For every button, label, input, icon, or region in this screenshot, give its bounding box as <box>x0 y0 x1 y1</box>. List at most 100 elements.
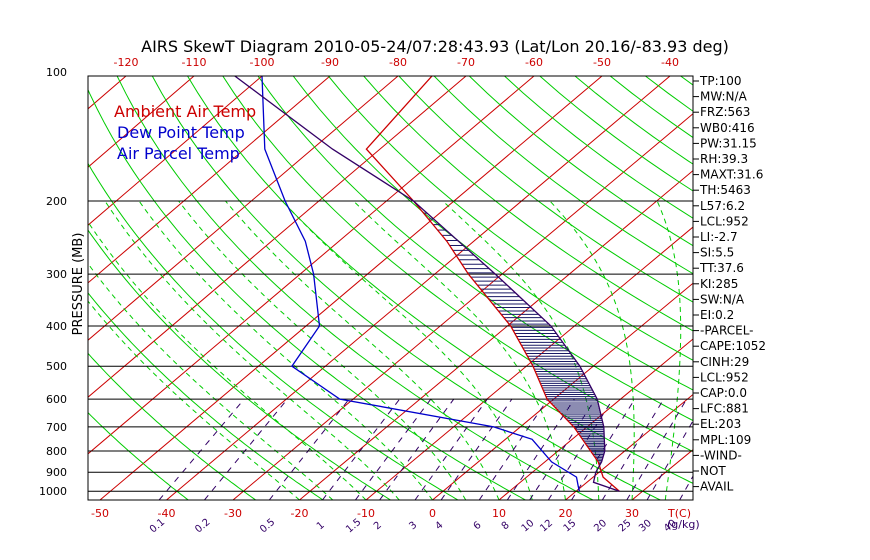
y-tick-label: 600 <box>46 393 67 406</box>
isotherm-line <box>99 76 603 500</box>
isotherm-line <box>765 76 870 500</box>
moist-adiabat-line <box>104 200 400 500</box>
mixing-ratio-line <box>204 398 288 500</box>
dry-adiabat-line <box>328 76 693 361</box>
x-axis-unit-label: T(C) <box>667 507 691 520</box>
mixing-ratio-line <box>354 398 432 500</box>
index-label: LI:-2.7 <box>700 230 738 244</box>
index-label: MPL:109 <box>700 433 751 447</box>
mixing-ratio-tick-label: 8 <box>500 520 512 533</box>
mixing-ratio-tick-label: 25 <box>617 518 634 535</box>
dry-adiabat-line <box>857 76 870 500</box>
index-label: SW:N/A <box>700 292 745 306</box>
ambient-temp-profile <box>365 76 620 492</box>
dry-adiabat-line <box>645 76 693 112</box>
index-label: RH:39.3 <box>700 152 748 166</box>
index-label: -WIND- <box>700 448 742 462</box>
isotherm-line <box>88 76 263 226</box>
moist-adiabat-line <box>178 200 467 500</box>
legend-air-parcel-temp: Air Parcel Temp <box>117 144 240 163</box>
top-temp-tick-label: -50 <box>593 56 611 69</box>
dry-adiabat-line <box>222 76 693 453</box>
y-axis-label: PRESSURE (MB) <box>71 233 86 336</box>
top-temp-tick-label: -70 <box>457 56 475 69</box>
mixing-ratio-tick-label: 15 <box>562 518 579 535</box>
moist-adiabat-line <box>138 200 433 500</box>
index-label: CAP:0.0 <box>700 386 747 400</box>
dry-adiabat-line <box>822 76 870 500</box>
dry-adiabat-line <box>88 411 189 500</box>
index-label: MAXT:31.6 <box>700 168 763 182</box>
index-label: EI:0.2 <box>700 308 734 322</box>
dry-adiabat-line <box>786 76 870 500</box>
isotherm-line <box>565 393 693 500</box>
bottom-temp-tick-label: -30 <box>224 507 242 520</box>
bottom-temp-tick-label: -50 <box>91 507 109 520</box>
index-label: WB0:416 <box>700 121 755 135</box>
index-label: LFC:881 <box>700 402 749 416</box>
mixing-ratio-line <box>440 398 513 500</box>
mixing-ratio-line <box>547 398 614 500</box>
isotherm-line <box>0 76 58 500</box>
isotherm-line <box>299 169 693 500</box>
index-label: CAPE:1052 <box>700 339 766 353</box>
parcel-temp-profile <box>234 76 620 492</box>
index-label: MW:N/A <box>700 90 748 104</box>
dry-adiabat-line <box>398 76 693 303</box>
dry-adiabat-line <box>751 76 870 500</box>
mixing-ratio-line <box>414 398 488 500</box>
moist-adiabat-line <box>88 300 300 500</box>
dry-adiabat-line <box>292 76 693 391</box>
y-tick-label: 300 <box>46 268 67 281</box>
mixing-ratio-tick-label: 0.5 <box>258 517 277 536</box>
dew-point-profile <box>261 76 581 492</box>
moist-adiabat-line <box>549 200 635 500</box>
index-label: SI:5.5 <box>700 246 734 260</box>
mixing-ratio-line <box>646 419 693 500</box>
profile-series <box>234 76 620 492</box>
top-temp-tick-label: -120 <box>114 56 139 69</box>
isotherm-line <box>88 76 399 341</box>
index-label: FRZ:563 <box>700 105 750 119</box>
mixing-ratio-line <box>601 398 665 500</box>
mixing-ratio-tick-label: 4 <box>434 520 446 533</box>
moist-adiabat-line <box>88 221 367 500</box>
top-temp-tick-label: -90 <box>321 56 339 69</box>
bottom-temp-tick-label: 10 <box>492 507 506 520</box>
mixing-ratio-tick-label: 12 <box>538 518 555 535</box>
bottom-temp-tick-label: 0 <box>429 507 436 520</box>
moist-adiabat-line <box>442 200 600 500</box>
bottom-temp-tick-label: 30 <box>625 507 639 520</box>
y-tick-label: 500 <box>46 360 67 373</box>
top-temp-tick-label: -80 <box>389 56 407 69</box>
isotherm-line <box>88 76 331 284</box>
dry-adiabat-line <box>187 76 693 484</box>
isotherm-line <box>88 76 467 398</box>
moist-adiabat-line <box>282 200 533 500</box>
top-temp-tick-label: -60 <box>525 56 543 69</box>
index-label: -PARCEL- <box>700 324 754 338</box>
y-tick-label: 400 <box>46 320 67 333</box>
dry-adiabat-line <box>88 88 526 500</box>
y-tick-label: 200 <box>46 195 67 208</box>
plot-border <box>87 75 694 501</box>
index-label: PW:31.15 <box>700 136 757 150</box>
dry-adiabat-line <box>363 76 693 332</box>
isotherm-line <box>232 113 693 500</box>
index-label: LCL:952 <box>700 370 749 384</box>
index-label: AVAIL <box>700 480 734 494</box>
isotherm-line <box>88 76 195 168</box>
dry-adiabat-line <box>151 76 661 500</box>
dry-adiabat-line <box>88 352 256 500</box>
moist-adiabat-line <box>88 262 334 500</box>
bottom-temp-tick-label: 20 <box>559 507 573 520</box>
isotherm-line <box>832 76 870 500</box>
index-label: TH:5463 <box>699 183 751 197</box>
index-label: EL:203 <box>700 417 741 431</box>
y-tick-label: 100 <box>46 66 67 79</box>
dry-adiabat-line <box>433 76 693 275</box>
legend-ambient-air-temp: Ambient Air Temp <box>114 102 256 121</box>
index-label: TP:100 <box>699 74 742 88</box>
y-tick-label: 900 <box>46 466 67 479</box>
